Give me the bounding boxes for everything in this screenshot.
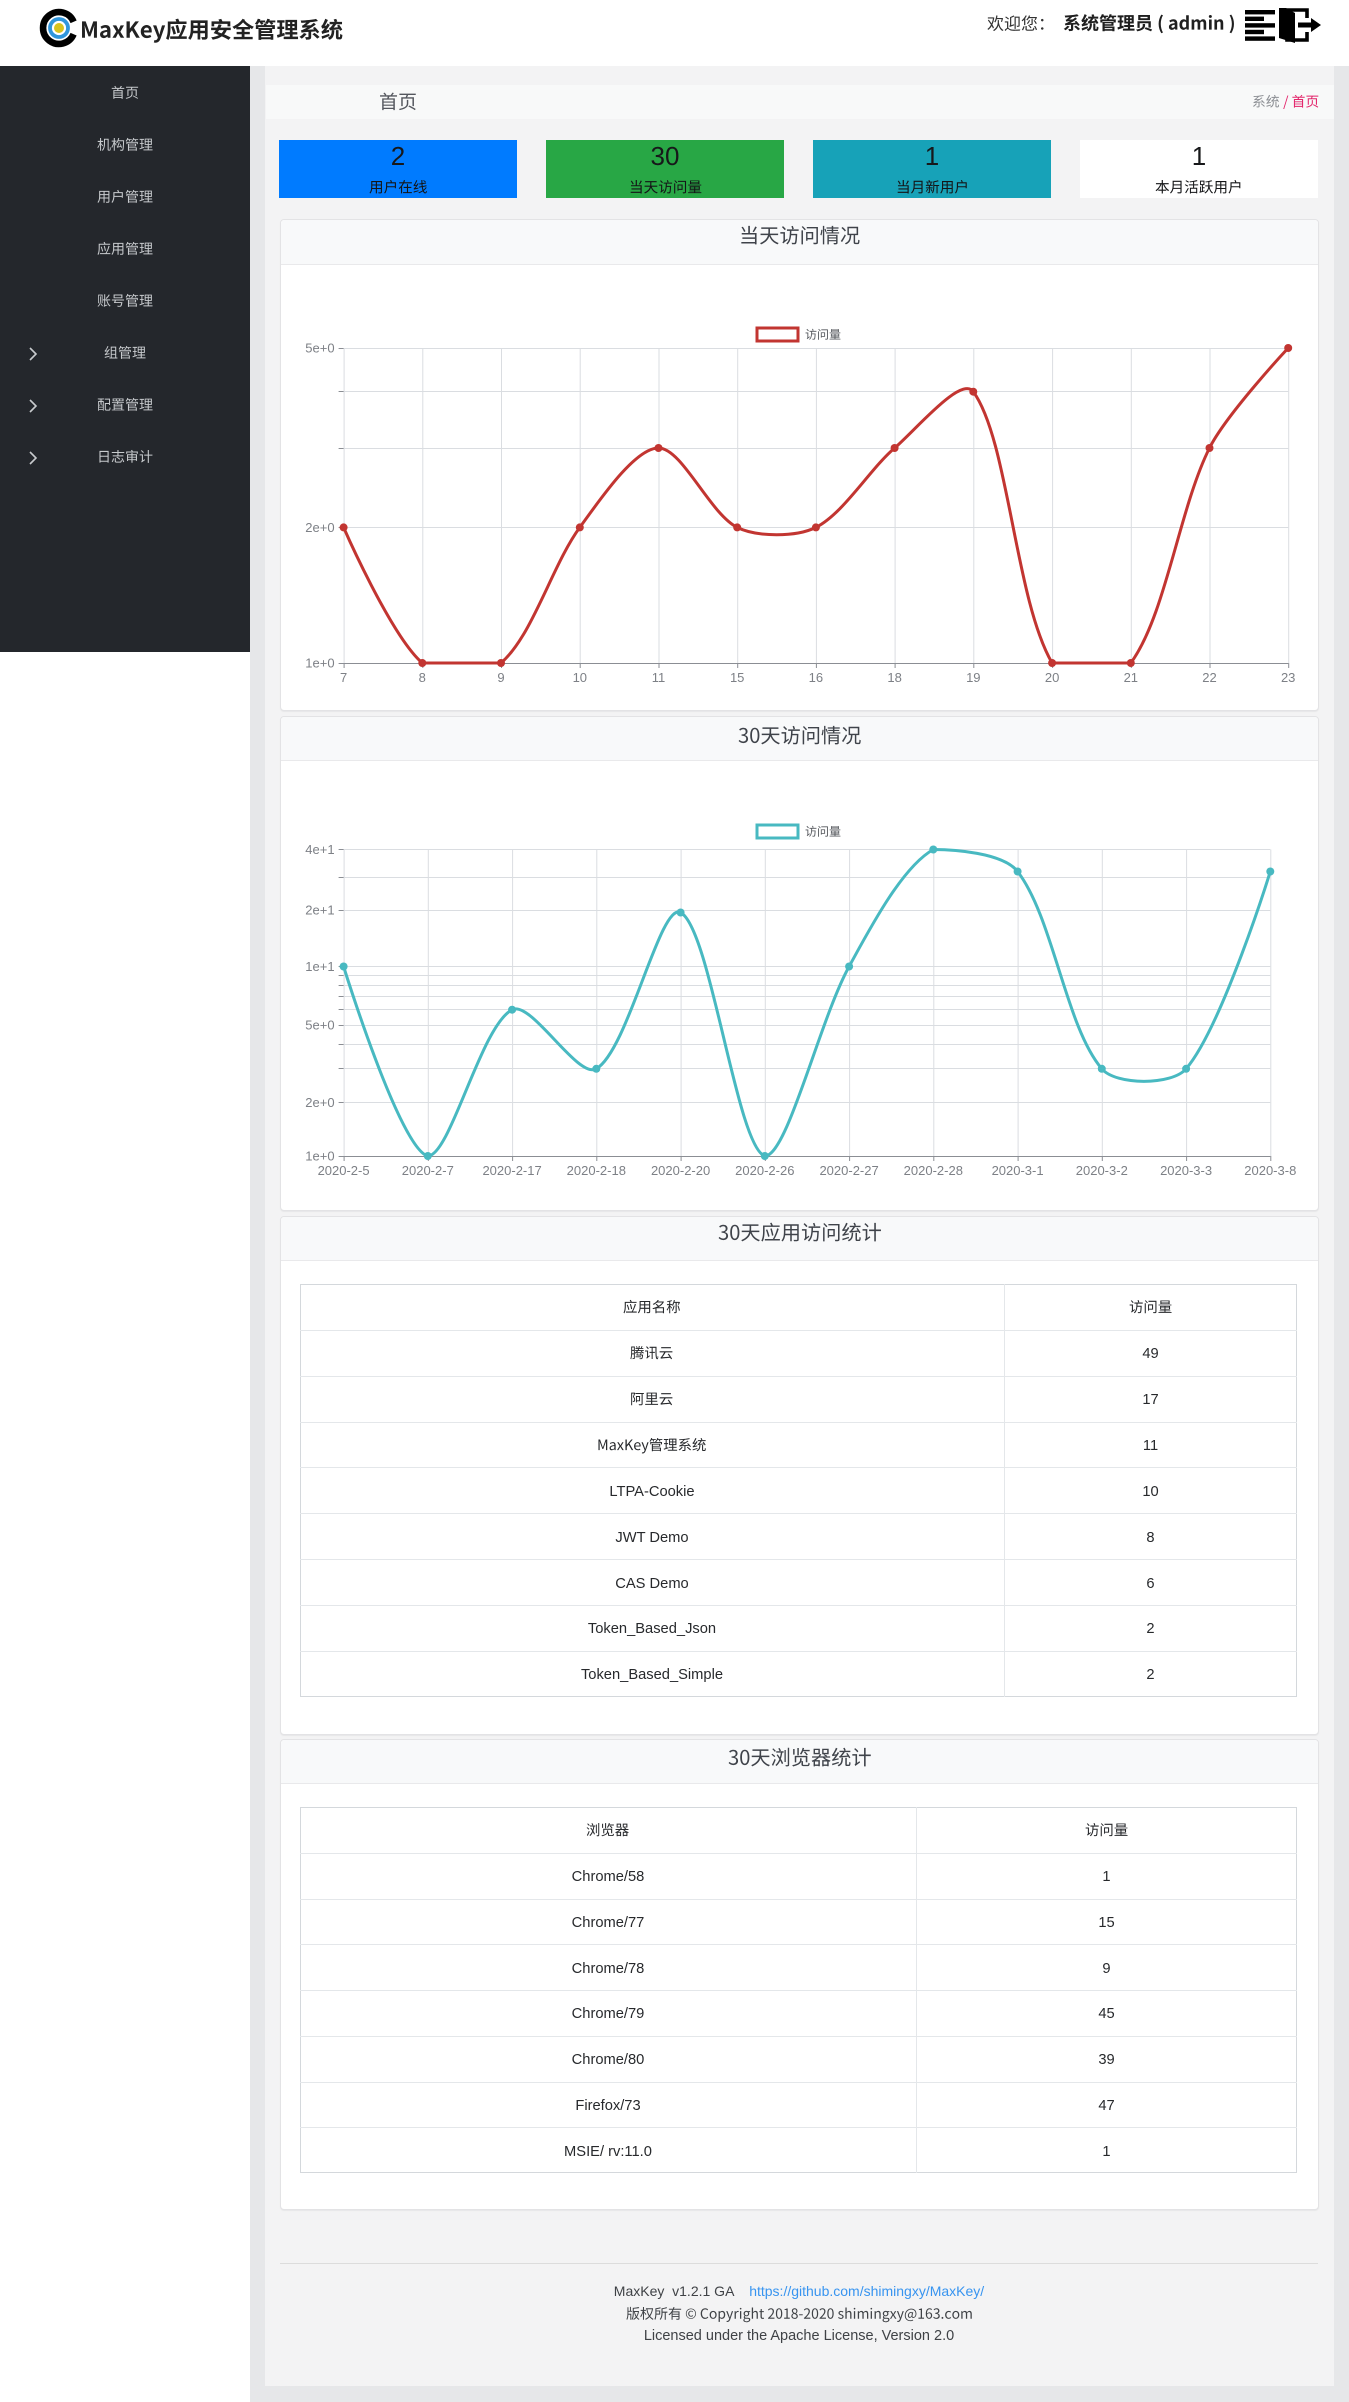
svg-text:2020-2-28: 2020-2-28 bbox=[904, 1163, 963, 1178]
svg-text:15: 15 bbox=[730, 670, 744, 685]
svg-text:2020-3-8: 2020-3-8 bbox=[1244, 1163, 1296, 1178]
svg-text:2020-2-27: 2020-2-27 bbox=[819, 1163, 878, 1178]
svg-text:2020-3-1: 2020-3-1 bbox=[992, 1163, 1044, 1178]
svg-text:20: 20 bbox=[1045, 670, 1059, 685]
svg-text:16: 16 bbox=[809, 670, 823, 685]
svg-text:18: 18 bbox=[887, 670, 901, 685]
svg-text:2020-2-7: 2020-2-7 bbox=[402, 1163, 454, 1178]
svg-text:2020-3-2: 2020-3-2 bbox=[1076, 1163, 1128, 1178]
svg-text:2020-2-20: 2020-2-20 bbox=[651, 1163, 710, 1178]
svg-text:8: 8 bbox=[419, 670, 426, 685]
svg-text:2020-2-26: 2020-2-26 bbox=[735, 1163, 794, 1178]
svg-text:4e+1: 4e+1 bbox=[305, 842, 334, 857]
svg-text:23: 23 bbox=[1281, 670, 1295, 685]
svg-text:10: 10 bbox=[573, 670, 587, 685]
svg-text:22: 22 bbox=[1202, 670, 1216, 685]
svg-text:7: 7 bbox=[340, 670, 347, 685]
svg-text:1e+0: 1e+0 bbox=[305, 656, 334, 671]
svg-text:2020-2-18: 2020-2-18 bbox=[567, 1163, 626, 1178]
svg-text:2020-3-3: 2020-3-3 bbox=[1160, 1163, 1212, 1178]
svg-text:11: 11 bbox=[652, 670, 666, 685]
svg-text:2020-2-17: 2020-2-17 bbox=[482, 1163, 541, 1178]
svg-text:2e+0: 2e+0 bbox=[305, 1095, 334, 1110]
svg-text:9: 9 bbox=[497, 670, 504, 685]
svg-text:5e+0: 5e+0 bbox=[305, 341, 334, 356]
svg-text:2e+0: 2e+0 bbox=[305, 520, 334, 535]
svg-text:2020-2-5: 2020-2-5 bbox=[318, 1163, 370, 1178]
svg-text:5e+0: 5e+0 bbox=[305, 1018, 334, 1033]
svg-text:21: 21 bbox=[1124, 670, 1138, 685]
svg-text:1e+0: 1e+0 bbox=[305, 1149, 334, 1164]
svg-text:1e+1: 1e+1 bbox=[305, 959, 334, 974]
svg-text:2e+1: 2e+1 bbox=[305, 903, 334, 918]
svg-text:19: 19 bbox=[966, 670, 980, 685]
